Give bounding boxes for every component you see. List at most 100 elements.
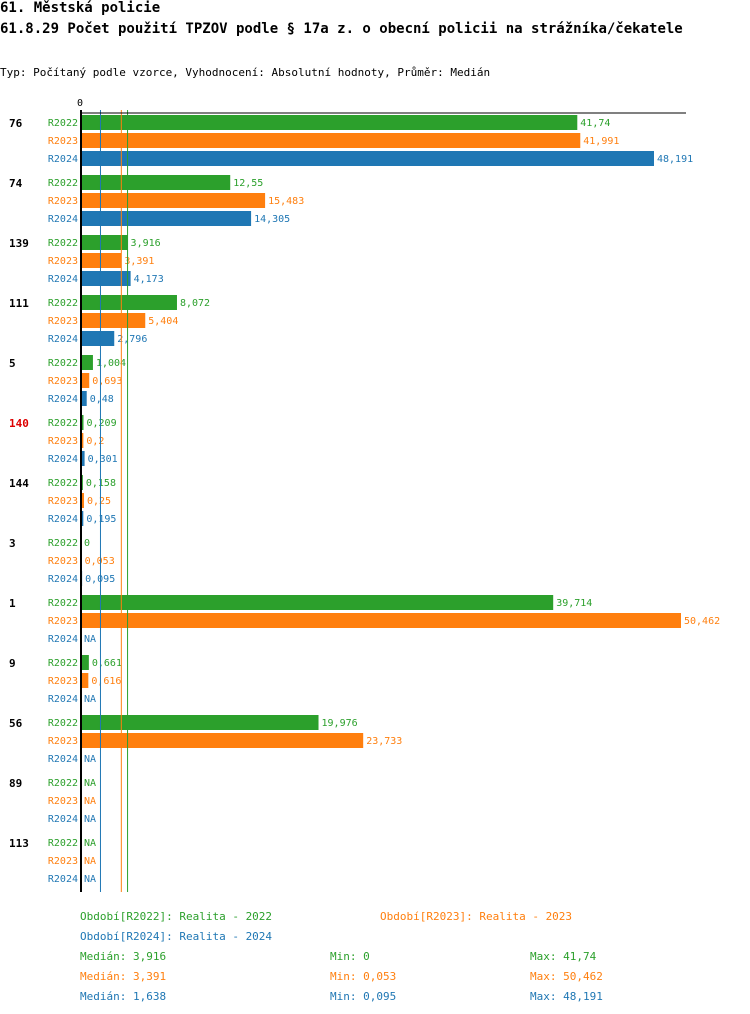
series-label: R2023 <box>48 796 78 807</box>
bar <box>81 313 146 328</box>
legend-max-r2022: Max: 41,74 <box>530 950 597 963</box>
data-label: NA <box>84 754 96 765</box>
series-label: R2024 <box>48 154 78 165</box>
bar <box>81 355 93 370</box>
bar <box>81 211 252 226</box>
data-label: NA <box>84 814 96 825</box>
data-label: 0,661 <box>92 658 122 669</box>
series-label: R2023 <box>48 856 78 867</box>
series-label: R2022 <box>48 838 78 849</box>
bar <box>81 511 84 526</box>
series-label: R2022 <box>48 358 78 369</box>
data-label: 12,55 <box>233 178 263 189</box>
bar <box>81 115 578 130</box>
data-label: 4,173 <box>134 274 164 285</box>
bar <box>81 193 266 208</box>
series-label: R2023 <box>48 736 78 747</box>
legend-period-r2022: Období[R2022]: Realita - 2022 <box>80 910 273 923</box>
bar <box>81 271 131 286</box>
bar <box>81 151 654 166</box>
data-label: 3,391 <box>124 256 154 267</box>
bar <box>81 655 89 670</box>
legend-min-r2022: Min: 0 <box>330 950 370 963</box>
series-label: R2022 <box>48 238 78 249</box>
legend-min-r2023: Min: 0,053 <box>330 970 397 983</box>
data-label: NA <box>84 874 96 885</box>
series-label: R2022 <box>48 478 78 489</box>
legend-median-r2023: Medián: 3,391 <box>80 970 167 983</box>
series-label: R2024 <box>48 454 78 465</box>
series-label: R2022 <box>48 178 78 189</box>
category-label: 1 <box>9 597 16 610</box>
series-label: R2023 <box>48 436 78 447</box>
series-label: R2023 <box>48 496 78 507</box>
data-label: 1,004 <box>96 358 126 369</box>
series-label: R2024 <box>48 814 78 825</box>
legend-min-r2024: Min: 0,095 <box>330 990 397 1003</box>
series-label: R2022 <box>48 118 78 129</box>
chart-subtitle: 61.8.29 Počet použití TPZOV podle § 17a … <box>0 21 683 37</box>
category-label: 144 <box>9 477 29 490</box>
series-label: R2023 <box>48 556 78 567</box>
series-label: R2024 <box>48 394 78 405</box>
bar-chart: 0 76 R2022 41,74 R2023 41,991 R2024 48,191 74 R20… <box>9 98 720 892</box>
series-label: R2023 <box>48 376 78 387</box>
series-label: R2022 <box>48 718 78 729</box>
data-label: 0 <box>84 538 90 549</box>
series-label: R2022 <box>48 598 78 609</box>
series-label: R2023 <box>48 136 78 147</box>
category-label: 56 <box>9 717 23 730</box>
bar <box>81 613 681 628</box>
data-label: 0,195 <box>86 514 116 525</box>
data-label: 41,74 <box>580 118 610 129</box>
category-label: 111 <box>9 297 29 310</box>
category-label: 89 <box>9 777 22 790</box>
data-label: 48,191 <box>657 154 693 165</box>
series-label: R2022 <box>48 778 78 789</box>
bar <box>81 235 128 250</box>
data-label: 23,733 <box>366 736 402 747</box>
series-label: R2023 <box>48 616 78 627</box>
data-label: 39,714 <box>556 598 592 609</box>
axis-zero-label: 0 <box>77 98 83 109</box>
series-label: R2024 <box>48 334 78 345</box>
series-label: R2023 <box>48 316 78 327</box>
data-label: 50,462 <box>684 616 720 627</box>
category-label: 74 <box>9 177 23 190</box>
data-label: 5,404 <box>148 316 178 327</box>
category-label: 139 <box>9 237 29 250</box>
bar <box>81 715 319 730</box>
series-label: R2024 <box>48 574 78 585</box>
data-label: 0,2 <box>86 436 104 447</box>
category-label: 113 <box>9 837 29 850</box>
data-label: NA <box>84 796 96 807</box>
series-label: R2023 <box>48 676 78 687</box>
legend-median-r2022: Medián: 3,916 <box>80 950 167 963</box>
bar <box>81 175 231 190</box>
series-label: R2024 <box>48 874 78 885</box>
data-label: 0,301 <box>88 454 118 465</box>
bar <box>81 415 84 430</box>
data-label: NA <box>84 838 96 849</box>
series-label: R2024 <box>48 754 78 765</box>
data-label: 8,072 <box>180 298 210 309</box>
legend-median-r2024: Medián: 1,638 <box>80 990 167 1003</box>
bar <box>81 673 89 688</box>
data-label: 3,916 <box>131 238 161 249</box>
category-label: 9 <box>9 657 16 670</box>
bar <box>81 253 122 268</box>
bar <box>81 133 581 148</box>
bar <box>81 391 87 406</box>
series-label: R2024 <box>48 694 78 705</box>
series-label: R2024 <box>48 274 78 285</box>
legend-period-r2023: Období[R2023]: Realita - 2023 <box>380 910 573 923</box>
series-label: R2022 <box>48 538 78 549</box>
bar <box>81 331 115 346</box>
bar <box>81 295 177 310</box>
legend-max-r2023: Max: 50,462 <box>530 970 603 983</box>
legend-max-r2024: Max: 48,191 <box>530 990 603 1003</box>
series-label: R2022 <box>48 658 78 669</box>
category-label: 5 <box>9 357 16 370</box>
data-label: 0,209 <box>86 418 116 429</box>
data-label: 0,053 <box>85 556 115 567</box>
